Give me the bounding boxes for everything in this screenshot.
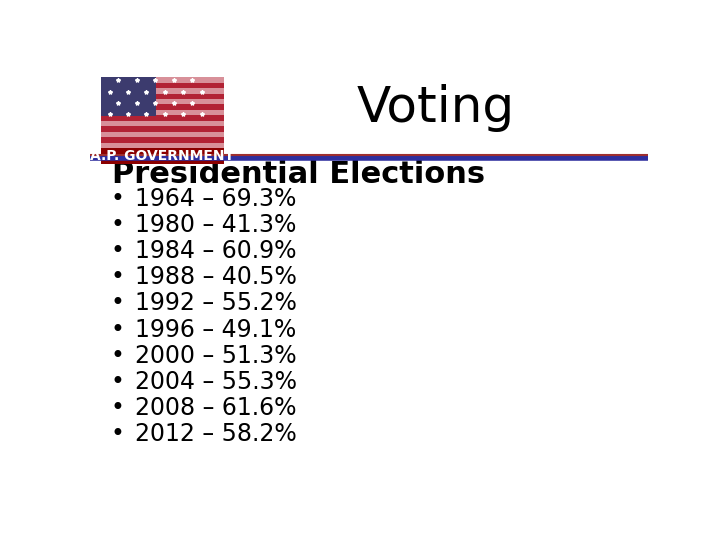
FancyBboxPatch shape — [101, 148, 224, 164]
Text: •: • — [111, 265, 125, 289]
FancyBboxPatch shape — [101, 77, 224, 83]
FancyBboxPatch shape — [101, 88, 224, 93]
Text: 1988 – 40.5%: 1988 – 40.5% — [135, 265, 297, 289]
Text: 1980 – 41.3%: 1980 – 41.3% — [135, 213, 296, 237]
Text: 2004 – 55.3%: 2004 – 55.3% — [135, 370, 297, 394]
Text: Voting: Voting — [357, 84, 515, 132]
FancyBboxPatch shape — [101, 99, 224, 104]
Text: •: • — [111, 344, 125, 368]
Text: 1964 – 69.3%: 1964 – 69.3% — [135, 187, 296, 211]
FancyBboxPatch shape — [101, 77, 224, 148]
Text: •: • — [111, 239, 125, 263]
Text: 2012 – 58.2%: 2012 – 58.2% — [135, 422, 297, 447]
Text: •: • — [111, 213, 125, 237]
Text: •: • — [111, 292, 125, 315]
FancyBboxPatch shape — [101, 121, 224, 126]
Text: 2000 – 51.3%: 2000 – 51.3% — [135, 344, 296, 368]
Text: Presidential Elections: Presidential Elections — [112, 160, 485, 190]
Text: •: • — [111, 422, 125, 447]
Text: •: • — [111, 370, 125, 394]
Text: 1992 – 55.2%: 1992 – 55.2% — [135, 292, 297, 315]
Text: A.P. GOVERNMENT: A.P. GOVERNMENT — [91, 149, 235, 163]
Text: 1996 – 49.1%: 1996 – 49.1% — [135, 318, 296, 342]
Text: •: • — [111, 396, 125, 420]
FancyBboxPatch shape — [101, 132, 224, 137]
FancyBboxPatch shape — [101, 143, 224, 148]
Text: •: • — [111, 187, 125, 211]
Text: •: • — [111, 318, 125, 342]
FancyBboxPatch shape — [101, 110, 224, 116]
Text: 1984 – 60.9%: 1984 – 60.9% — [135, 239, 296, 263]
Text: 2008 – 61.6%: 2008 – 61.6% — [135, 396, 296, 420]
FancyBboxPatch shape — [101, 77, 156, 116]
